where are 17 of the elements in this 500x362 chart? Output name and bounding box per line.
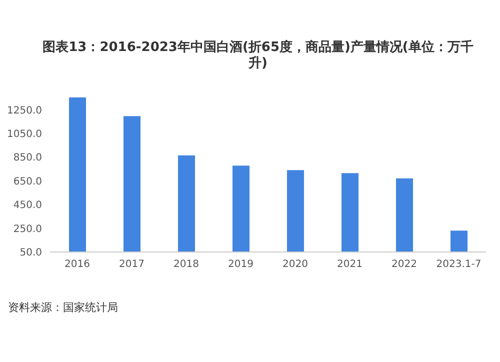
x-tick-label: 2019 — [228, 259, 254, 270]
y-tick-label: 50.0 — [20, 248, 42, 259]
x-tick-label: 2021 — [337, 259, 362, 270]
text: 资料来源：国家统计局 — [8, 300, 118, 315]
x-tick-label: 2020 — [282, 259, 308, 270]
y-tick-label: 650.0 — [13, 176, 42, 188]
x-tick-label: 2017 — [119, 259, 144, 270]
x-tick-label: 2016 — [64, 259, 90, 270]
x-tick-label: 2022 — [392, 259, 417, 270]
y-tick-label: 850.0 — [13, 152, 42, 164]
y-tick-label: 1050.0 — [7, 129, 42, 140]
y-tick-label: 450.0 — [13, 200, 42, 212]
x-tick-label: 2023.1-7 — [436, 259, 482, 270]
y-tick-label: 1250.0 — [7, 105, 42, 116]
chart-title: 图表13：2016-2023年中国白酒(折65度，商品量)产量情况(单位：万千升) — [42, 40, 474, 72]
x-tick-label: 2018 — [174, 259, 199, 270]
y-tick-label: 250.0 — [13, 224, 42, 235]
